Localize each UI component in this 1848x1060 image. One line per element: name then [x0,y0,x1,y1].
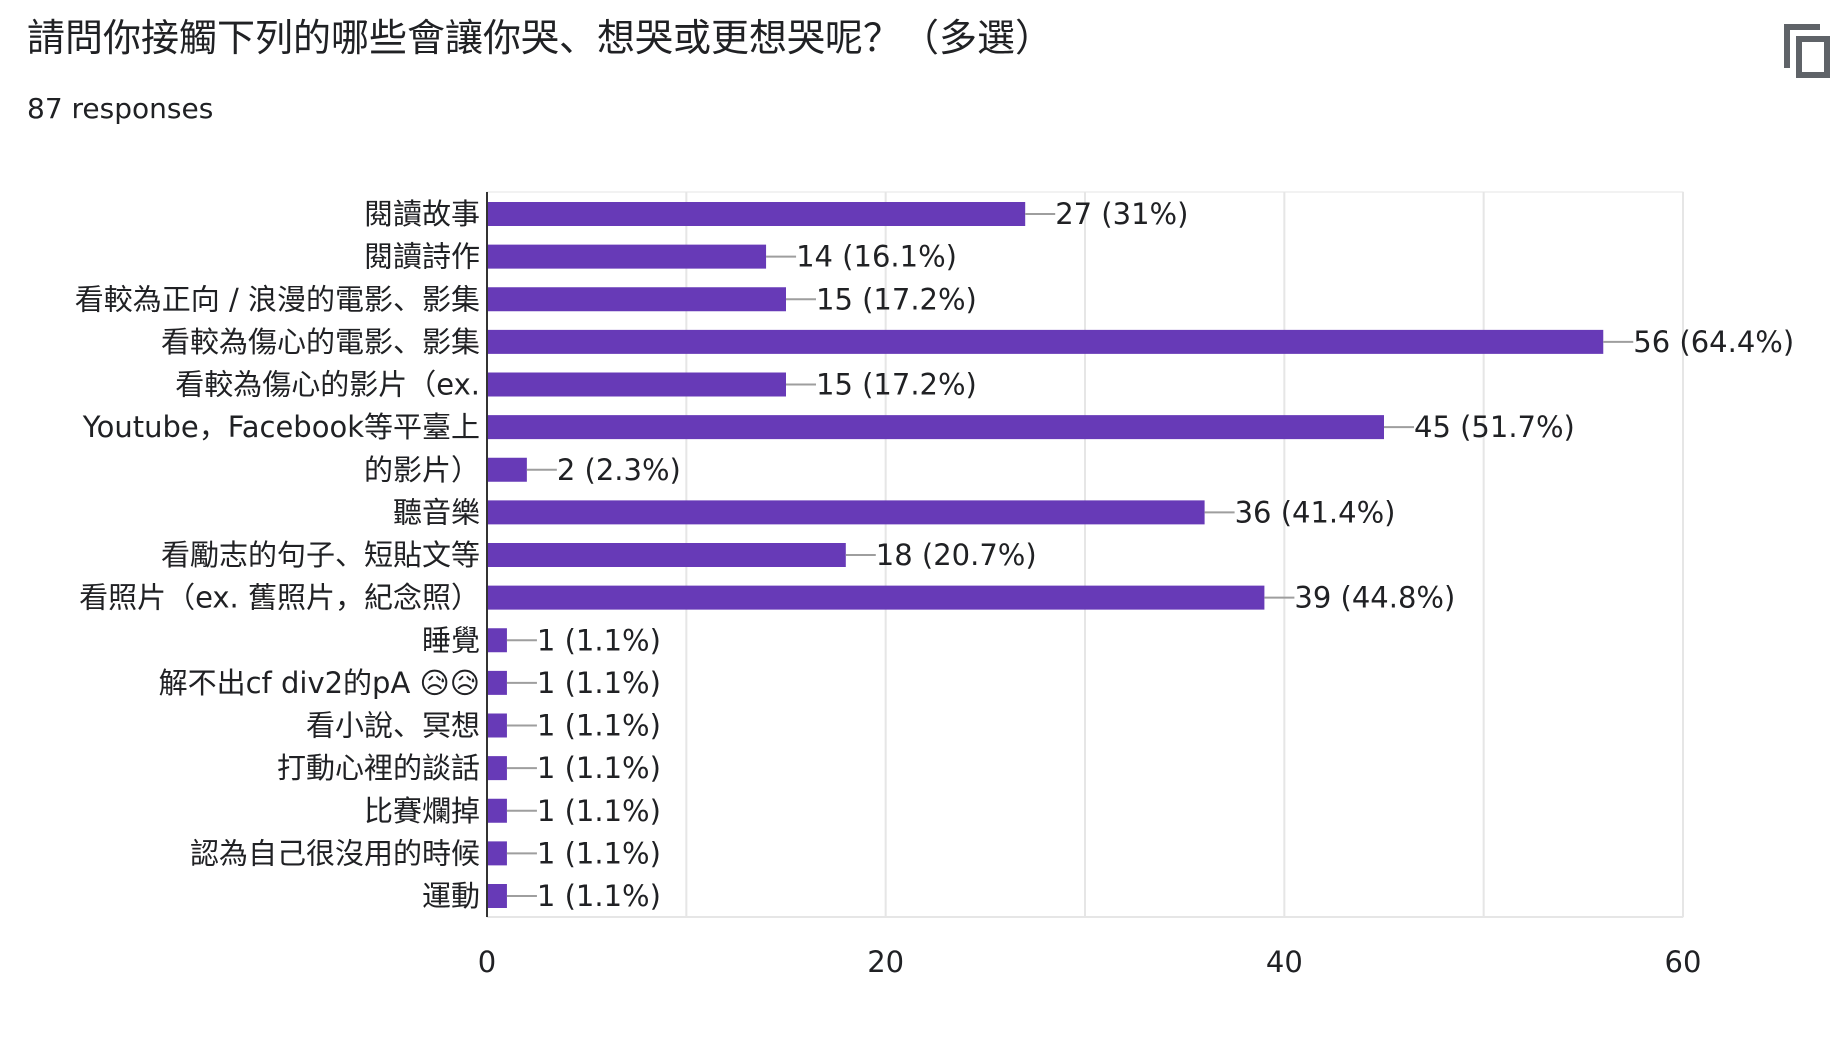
bar [487,500,1205,525]
data-label: 1 (1.1%) [537,666,661,700]
bar [487,329,1604,354]
category-label: 打動心裡的談話 [277,751,480,785]
category-label: 看勵志的句子、短貼文等 [161,538,480,572]
category-label: 認為自己很沒用的時候 [190,836,480,870]
bar [487,713,507,738]
category-label: 看較為正向 / 浪漫的電影、影集 [75,282,480,316]
data-label: 1 (1.1%) [537,879,661,913]
bar [487,287,786,312]
response-count: 87 responses [27,92,214,125]
category-label: Youtube，Facebook等平臺上 [82,410,480,444]
x-tick-label: 40 [1266,945,1303,979]
data-label: 18 (20.7%) [876,538,1037,572]
data-label: 56 (64.4%) [1633,325,1794,359]
category-label: 閱讀故事 [364,197,480,231]
category-label: 看較為傷心的影片（ex. [175,368,480,402]
chart-header: 請問你接觸下列的哪些會讓你哭、想哭或更想哭呢？（多選） 87 responses [0,0,1848,140]
bar [487,415,1384,440]
category-label: 閱讀詩作 [364,240,480,274]
data-label: 39 (44.8%) [1294,581,1455,615]
data-label: 45 (51.7%) [1414,410,1575,444]
bar [487,628,507,653]
data-label: 14 (16.1%) [796,240,957,274]
data-label: 1 (1.1%) [537,836,661,870]
bar [487,244,767,269]
category-label: 的影片） [364,453,480,487]
x-tick-label: 0 [478,945,496,979]
data-label: 15 (17.2%) [816,282,977,316]
data-label: 1 (1.1%) [537,709,661,743]
category-label: 聽音樂 [393,495,480,529]
bar [487,202,1026,226]
data-label: 2 (2.3%) [557,453,681,487]
data-label: 27 (31%) [1055,197,1188,231]
x-tick-label: 20 [867,945,904,979]
category-label: 運動 [422,879,480,913]
category-label: 解不出cf div2的pA 😥😥 [159,666,480,700]
bar [487,670,507,695]
copy-chart-button[interactable] [1776,18,1836,82]
bar [487,585,1265,610]
bar [487,372,786,397]
x-tick-label: 60 [1665,945,1702,979]
chart-svg: 閱讀故事 27 (31%) 閱讀詩作 14 (16.1%) 看較為正向 / 浪漫的電影、… [75,191,1794,979]
bar [487,884,507,908]
category-label: 看較為傷心的電影、影集 [161,325,480,359]
data-label: 15 (17.2%) [816,368,977,402]
question-title: 請問你接觸下列的哪些會讓你哭、想哭或更想哭呢？（多選） [27,16,1054,60]
bar [487,841,507,866]
data-label: 1 (1.1%) [537,751,661,785]
category-label: 看小說、冥想 [306,709,480,743]
bar-chart: 閱讀故事 27 (31%) 閱讀詩作 14 (16.1%) 看較為正向 / 浪漫的電影、… [0,140,1848,1060]
bar [487,543,846,567]
bar [487,756,507,781]
category-label: 比賽爛掉 [364,794,480,828]
bar [487,457,527,482]
category-label: 睡覺 [422,623,480,657]
data-label: 36 (41.4%) [1235,495,1396,529]
copy-icon [1784,24,1830,78]
data-label: 1 (1.1%) [537,623,661,657]
bar [487,798,507,823]
data-label: 1 (1.1%) [537,794,661,828]
category-label: 看照片（ex. 舊照片，紀念照） [79,581,480,615]
